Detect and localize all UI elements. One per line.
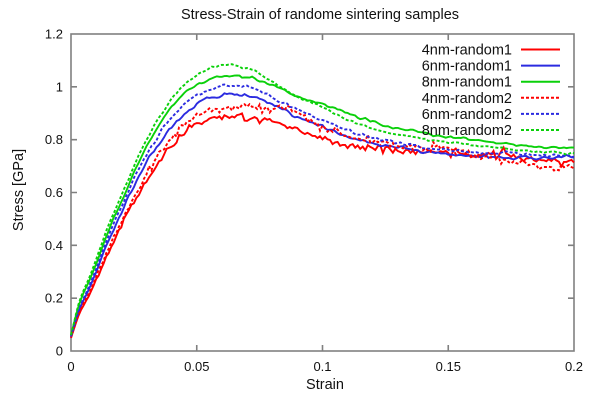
svg-text:4nm-random2: 4nm-random2 <box>422 91 512 107</box>
svg-text:0.2: 0.2 <box>565 359 583 374</box>
svg-text:Stress [GPa]: Stress [GPa] <box>11 149 27 231</box>
svg-text:0: 0 <box>56 344 63 359</box>
svg-text:0.6: 0.6 <box>45 185 63 200</box>
svg-text:Strain: Strain <box>306 377 344 393</box>
svg-text:0.8: 0.8 <box>45 132 63 147</box>
svg-text:1.2: 1.2 <box>45 27 63 42</box>
svg-text:0.2: 0.2 <box>45 291 63 306</box>
svg-text:0.1: 0.1 <box>313 359 331 374</box>
svg-text:1: 1 <box>56 79 63 94</box>
svg-text:6nm-random1: 6nm-random1 <box>422 59 512 75</box>
svg-text:8nm-random1: 8nm-random1 <box>422 75 512 91</box>
svg-text:6nm-random2: 6nm-random2 <box>422 107 512 123</box>
svg-text:Stress-Strain of randome sinte: Stress-Strain of randome sintering sampl… <box>181 7 459 23</box>
svg-text:0: 0 <box>67 359 74 374</box>
svg-text:0.05: 0.05 <box>184 359 209 374</box>
svg-text:0.4: 0.4 <box>45 238 63 253</box>
svg-text:4nm-random1: 4nm-random1 <box>422 43 512 59</box>
svg-text:0.15: 0.15 <box>436 359 461 374</box>
svg-text:8nm-random2: 8nm-random2 <box>422 123 512 139</box>
